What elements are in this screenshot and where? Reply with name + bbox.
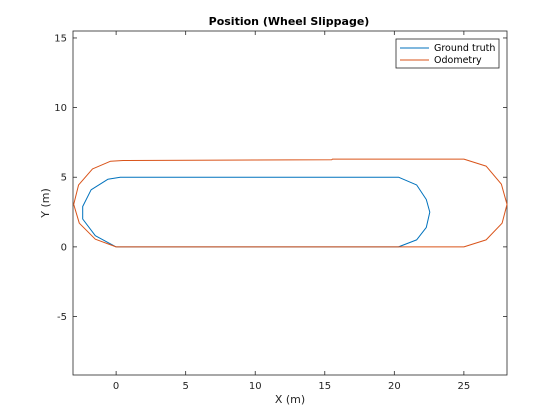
series-layer [73, 158, 508, 248]
ticks-layer: 0 5 10 15 20 25 -5 0 5 10 15 [54, 31, 507, 392]
series-line-ground-truth [82, 176, 431, 248]
x-tick-label: 15 [318, 381, 331, 392]
x-tick-label: 5 [182, 381, 188, 392]
plot-area [72, 30, 508, 376]
legend-box [395, 38, 500, 69]
legend: Ground truth Odometry [395, 38, 500, 69]
y-tick-label: -5 [57, 312, 67, 323]
chart-title: Position (Wheel Slippage) [209, 15, 370, 28]
y-tick-label: 5 [61, 173, 67, 184]
x-tick-label: 10 [249, 381, 262, 392]
x-tick-label: 20 [388, 381, 401, 392]
y-tick-label: 10 [54, 103, 67, 114]
y-tick-label: 0 [61, 242, 67, 253]
legend-label-ground-truth: Ground truth [434, 43, 495, 54]
x-axis-label: X (m) [275, 393, 305, 406]
legend-label-odometry: Odometry [434, 55, 482, 66]
x-tick-label: 0 [113, 381, 119, 392]
x-tick-label: 25 [458, 381, 471, 392]
y-axis-label: Y (m) [39, 188, 52, 219]
series-line-odometry [73, 158, 508, 248]
y-tick-label: 15 [54, 33, 67, 44]
